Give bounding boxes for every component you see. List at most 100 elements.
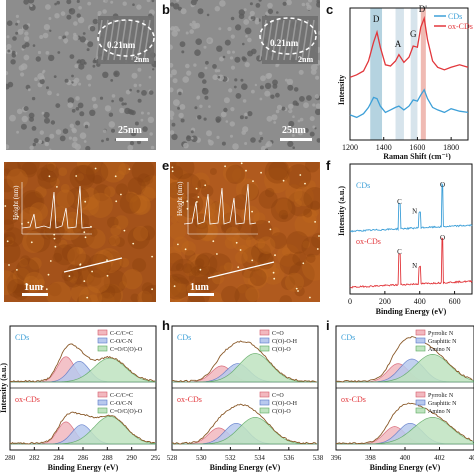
particle-dot <box>132 3 135 6</box>
particle-dot <box>247 111 253 117</box>
afm-particle <box>4 205 7 207</box>
afm-blob <box>46 281 72 302</box>
inset-ylabel: Height (nm) <box>12 185 20 220</box>
afm-blob <box>4 270 18 296</box>
particle-dot <box>230 134 233 138</box>
afm-blob <box>264 162 290 184</box>
particle-dot <box>59 135 66 142</box>
afm-blob <box>232 232 251 252</box>
particle-dot <box>91 96 97 102</box>
lattice-fringe <box>131 19 139 61</box>
particle-dot <box>186 70 192 76</box>
particle-dot <box>242 99 247 103</box>
afm-particle <box>128 168 131 171</box>
afm-blob <box>87 192 113 218</box>
afm-blob <box>272 268 280 275</box>
particle-dot <box>136 89 140 93</box>
particle-dot <box>204 66 208 70</box>
afm-particle <box>94 167 97 170</box>
particle-dot <box>149 132 153 136</box>
particle-dot <box>293 87 299 92</box>
particle-dot <box>297 119 301 123</box>
particle-dot <box>208 105 211 108</box>
afm-blob <box>285 184 303 202</box>
particle-dot <box>299 117 304 122</box>
afm-blob <box>76 173 84 181</box>
afm-blob <box>40 163 60 183</box>
scale-bar <box>188 293 214 296</box>
particle-dot <box>53 75 57 78</box>
particle-dot <box>84 124 89 129</box>
particle-dot <box>315 103 320 109</box>
particle-dot <box>217 75 221 79</box>
afm-particle <box>299 174 302 176</box>
lattice-fringe <box>265 19 273 61</box>
afm-blob <box>43 227 56 239</box>
particle-dot <box>103 0 109 3</box>
afm-blob <box>219 265 227 273</box>
afm-particle <box>204 184 207 187</box>
lattice-fringe <box>307 19 315 61</box>
afm-blob <box>4 162 22 177</box>
particle-dot <box>287 84 294 91</box>
scale-bar <box>116 138 148 141</box>
sample-label: ox-CDs <box>356 237 381 246</box>
particle-dot <box>203 117 207 121</box>
profile-scan-line <box>63 257 123 273</box>
particle-dot <box>217 69 221 73</box>
particle-dot <box>16 108 23 115</box>
legend-swatch <box>415 329 426 336</box>
afm-blob <box>58 167 68 176</box>
particle-dot <box>189 29 194 34</box>
afm-blob <box>303 208 313 218</box>
particle-dot <box>170 87 174 93</box>
particle-dot <box>244 27 252 35</box>
afm-blob <box>122 269 143 290</box>
afm-blob <box>170 181 184 199</box>
legend-label: C(O)-O <box>272 408 291 415</box>
lattice-fringe <box>119 19 127 61</box>
particle-dot <box>74 64 79 69</box>
particle-dot <box>28 112 35 119</box>
afm-blob <box>127 177 146 196</box>
x-tick-label: 534 <box>254 454 265 462</box>
particle-dot <box>202 87 206 91</box>
legend-swatch <box>97 407 108 414</box>
particle-dot <box>170 44 173 50</box>
afm-blob <box>288 261 315 288</box>
particle-dot <box>64 31 69 36</box>
particle-dot <box>6 144 10 150</box>
particle-dot <box>266 141 273 147</box>
afm-blob <box>225 164 245 184</box>
x-tick-label: 282 <box>29 454 40 462</box>
particle-dot <box>267 8 274 15</box>
x-tick-label: 536 <box>284 454 295 462</box>
particle-dot <box>234 56 241 63</box>
afm-blob <box>195 258 205 268</box>
particle-dot <box>16 20 20 24</box>
particle-dot <box>260 145 267 150</box>
particle-dot <box>56 93 60 96</box>
x-tick-label: 396 <box>331 454 342 462</box>
afm-particle <box>173 285 176 288</box>
particle-dot <box>232 50 235 54</box>
particle-dot <box>204 95 209 100</box>
particle-dot <box>260 136 264 141</box>
legend-label: C-O/C-N <box>110 401 133 407</box>
legend-label: Amino N <box>428 409 451 415</box>
particle-dot <box>258 0 262 2</box>
plot-frame <box>349 7 469 141</box>
afm-particle <box>123 229 126 232</box>
particle-dot <box>15 22 18 26</box>
particle-dot <box>176 0 180 2</box>
afm-blob <box>108 237 117 245</box>
afm-blob <box>199 221 219 241</box>
particle-dot <box>67 97 75 104</box>
series-line-ox-CDs <box>349 15 469 78</box>
particle-dot <box>7 49 11 53</box>
sample-label: CDs <box>341 333 355 342</box>
particle-dot <box>16 130 19 134</box>
afm-blob <box>170 162 177 167</box>
particle-dot <box>170 116 174 120</box>
particle-dot <box>69 123 74 128</box>
